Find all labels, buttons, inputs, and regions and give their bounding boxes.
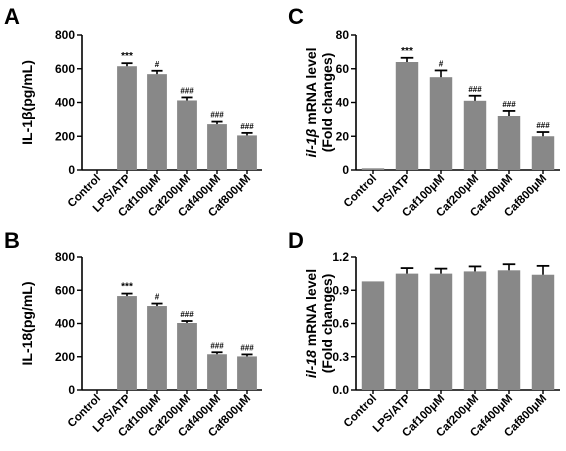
- panel-c-y-tick-label: 80: [336, 28, 350, 42]
- panel-b-significance-label: #: [155, 293, 160, 302]
- panel-b-y-tick-label: 400: [55, 317, 75, 331]
- panel-a-bar: [177, 100, 197, 170]
- panel-d-bar: [395, 273, 419, 390]
- panel-a: A 0200400600800IL-1β(pg/mL)Control***LPS…: [4, 4, 262, 220]
- panel-c-y-label: il-1β mRNA level: [303, 47, 319, 157]
- panel-c-significance-label: ###: [536, 121, 550, 130]
- panel-b-significance-label: ###: [180, 310, 194, 319]
- panel-a-bar: [117, 66, 137, 170]
- panel-b-y-tick-label: 800: [55, 250, 75, 264]
- panel-a-bar: [147, 74, 167, 170]
- panel-d-bar: [361, 281, 385, 390]
- panel-c-bar: [497, 116, 521, 170]
- panel-c-y-tick-label: 0: [342, 163, 349, 177]
- panel-c-y-tick-label: 20: [336, 129, 350, 143]
- panel-b-bar: [207, 354, 227, 390]
- panel-a-significance-label: ***: [121, 51, 133, 62]
- panel-c-y-label-gene: il-1β: [303, 128, 319, 157]
- panel-letter-a: A: [4, 4, 20, 29]
- panel-d-y-label-line2: (Fold changes): [319, 274, 335, 374]
- panel-d-bar: [463, 271, 487, 390]
- panel-b-bar: [147, 306, 167, 390]
- panel-a-y-tick-label: 400: [55, 96, 75, 110]
- panel-c-bar: [531, 136, 555, 170]
- panel-b-y-tick-label: 0: [68, 383, 75, 397]
- panel-c-y-tick-label: 40: [336, 96, 350, 110]
- panel-b-significance-label: ***: [121, 282, 133, 293]
- panel-d-y-tick-label: 0.9: [332, 283, 349, 297]
- panel-a-y-tick-label: 800: [55, 28, 75, 42]
- panel-d-bar: [497, 270, 521, 390]
- panel-d-bar: [429, 273, 453, 390]
- panel-d-y-label: il-18 mRNA level: [303, 269, 319, 378]
- panel-b-significance-label: ###: [240, 343, 254, 352]
- panel-c-bar: [429, 77, 453, 170]
- panel-c-significance-label: ###: [468, 85, 482, 94]
- panel-a-y-label: IL-1β(pg/mL): [19, 60, 35, 145]
- panel-letter-c: C: [288, 4, 304, 29]
- panel-b-y-tick-label: 200: [55, 350, 75, 364]
- panel-d-y-tick-label: 0.3: [332, 350, 349, 364]
- panel-a-y-tick-label: 200: [55, 129, 75, 143]
- panel-d-bar: [531, 274, 555, 390]
- panel-d-y-tick-label: 0.0: [332, 383, 349, 397]
- panel-b-y-label: IL-18(pg/mL): [19, 282, 35, 366]
- panel-b-bar: [237, 356, 257, 390]
- panel-a-significance-label: ###: [180, 86, 194, 95]
- panel-d-y-tick-label: 1.2: [332, 250, 349, 264]
- panel-c-bar: [463, 100, 487, 170]
- panel-d-y-tick-label: 0.6: [332, 317, 349, 331]
- panel-a-significance-label: #: [155, 60, 160, 69]
- panel-c-bar: [361, 168, 385, 170]
- panel-b-bar: [177, 323, 197, 390]
- panel-a-bar: [237, 135, 257, 170]
- panel-letter-d: D: [288, 228, 304, 253]
- panel-b: B 0200400600800IL-18(pg/mL)Control***LPS…: [4, 228, 262, 440]
- panel-d: D 0.0 0.3 0.6 0.9 1.2 il-18 mRNA level (Fold c…: [288, 228, 560, 440]
- panel-letter-b: B: [4, 228, 20, 253]
- panel-d-y-label-text: mRNA level: [303, 269, 319, 350]
- panel-c-y-tick-label: 60: [336, 62, 350, 76]
- panel-a-y-tick-label: 0: [68, 163, 75, 177]
- panel-a-bar: [207, 124, 227, 170]
- panel-c-bar: [395, 62, 419, 170]
- panel-d-y-label-gene: il-18: [303, 350, 319, 378]
- panel-c-y-label-text: mRNA level: [303, 47, 319, 128]
- panel-c: C 0 20 40 60 80 il-1β mRNA level (Fold changes…: [288, 4, 560, 220]
- panel-a-significance-label: ###: [240, 122, 254, 131]
- panel-a-y-tick-label: 600: [55, 62, 75, 76]
- panel-b-y-tick-label: 600: [55, 283, 75, 297]
- panel-a-significance-label: ###: [210, 111, 224, 120]
- panel-b-significance-label: ###: [210, 341, 224, 350]
- panel-c-y-label-line2: (Fold changes): [319, 53, 335, 153]
- panel-c-significance-label: ###: [502, 100, 516, 109]
- panel-c-significance-label: ***: [401, 46, 413, 57]
- panel-c-significance-label: #: [439, 59, 444, 68]
- panel-b-bar: [117, 296, 137, 390]
